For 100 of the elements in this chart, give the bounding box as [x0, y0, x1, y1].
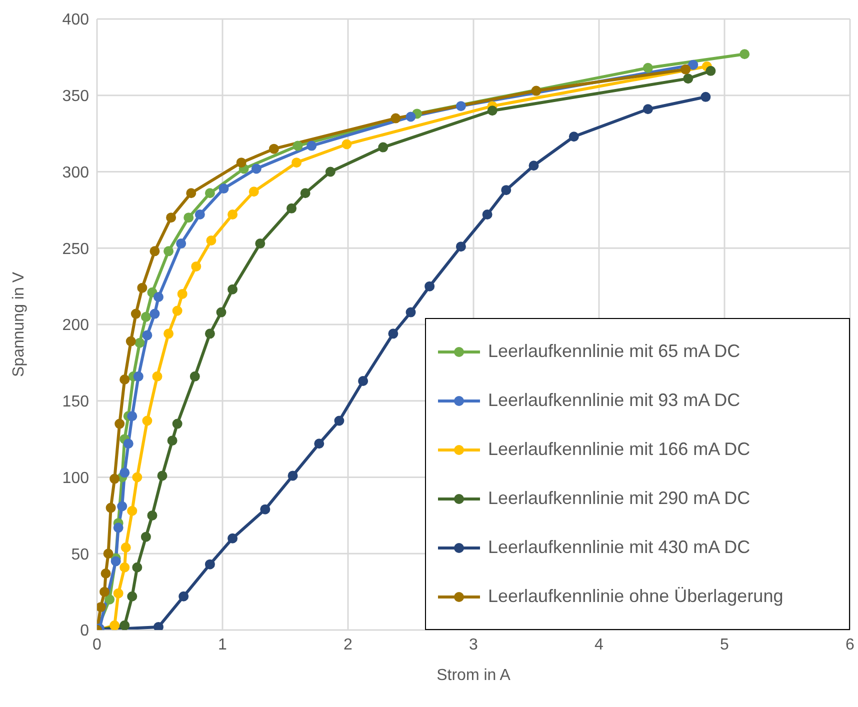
point	[157, 470, 168, 481]
point	[110, 474, 120, 484]
point	[501, 185, 512, 196]
point	[140, 312, 151, 322]
point	[292, 158, 302, 168]
point	[132, 472, 142, 482]
point	[528, 160, 539, 171]
point	[100, 568, 111, 578]
point	[152, 371, 162, 382]
x-tick-label: 4	[594, 636, 604, 654]
point	[642, 104, 653, 114]
point	[216, 307, 226, 318]
x-tick-label: 3	[469, 636, 478, 654]
point	[228, 284, 238, 294]
point	[325, 166, 336, 177]
point	[142, 330, 152, 340]
point	[110, 556, 121, 566]
y-tick-label: 350	[62, 88, 90, 106]
point	[100, 586, 110, 597]
point	[683, 74, 694, 84]
point	[106, 502, 116, 513]
x-tick-label: 0	[92, 636, 102, 654]
point	[268, 144, 279, 154]
point	[334, 416, 344, 426]
point	[204, 328, 215, 339]
point	[255, 238, 266, 249]
point	[117, 501, 128, 512]
point	[260, 504, 270, 514]
point	[120, 542, 131, 553]
point	[688, 60, 698, 70]
point	[120, 468, 130, 478]
point	[228, 210, 238, 220]
point	[104, 594, 115, 604]
point	[358, 376, 368, 386]
point	[456, 101, 466, 112]
point	[251, 164, 262, 174]
point	[286, 203, 297, 214]
point	[176, 238, 186, 249]
point	[113, 588, 124, 598]
point	[218, 184, 229, 194]
point	[700, 92, 711, 102]
point	[113, 522, 124, 533]
point	[406, 112, 416, 122]
point	[127, 506, 138, 516]
point	[172, 306, 182, 316]
point	[130, 308, 141, 319]
point	[178, 591, 189, 602]
legend-label: Leerlaufkennlinie mit 93 mA DC	[488, 390, 740, 411]
point	[390, 113, 401, 124]
point	[388, 328, 398, 339]
point	[127, 591, 138, 602]
point	[120, 562, 130, 572]
y-axis-title: Spannung in V	[10, 272, 28, 377]
x-axis-title: Strom in A	[436, 667, 511, 684]
point	[133, 371, 144, 382]
y-tick-label: 150	[62, 394, 90, 411]
point	[177, 288, 188, 299]
legend-label: Leerlaufkennlinie mit 65 mA DC	[488, 341, 740, 362]
point	[206, 235, 216, 246]
point	[172, 418, 182, 429]
point	[191, 261, 202, 272]
point	[300, 188, 310, 198]
point	[487, 106, 498, 116]
x-tick-label: 5	[720, 636, 730, 654]
point	[531, 86, 542, 96]
point	[114, 418, 125, 429]
point	[150, 246, 160, 256]
legend-label: Leerlaufkennlinie mit 430 mA DC	[488, 537, 750, 558]
point	[142, 416, 152, 426]
point	[204, 188, 215, 198]
legend-label: Leerlaufkennlinie ohne Überlagerung	[488, 586, 784, 607]
x-tick-label: 2	[344, 636, 353, 654]
point	[342, 139, 352, 150]
point	[132, 562, 142, 572]
legend-label: Leerlaufkennlinie mit 166 mA DC	[488, 439, 750, 460]
point	[120, 620, 130, 630]
point	[456, 242, 466, 252]
point	[424, 281, 435, 292]
point	[706, 66, 716, 76]
point	[204, 559, 215, 570]
point	[194, 210, 205, 220]
point	[236, 158, 246, 168]
point	[137, 282, 148, 293]
point	[153, 292, 164, 302]
y-tick-label: 50	[71, 546, 90, 564]
point	[740, 49, 750, 60]
point	[190, 371, 200, 382]
point	[147, 510, 158, 520]
point	[164, 328, 174, 339]
point	[120, 374, 130, 384]
point	[153, 622, 164, 630]
point	[186, 188, 196, 198]
point	[127, 411, 138, 422]
point	[680, 64, 691, 74]
x-tick-label: 6	[846, 636, 855, 654]
point	[167, 436, 178, 446]
point	[288, 470, 298, 481]
point	[482, 210, 492, 220]
point	[164, 246, 174, 256]
point	[306, 140, 317, 151]
